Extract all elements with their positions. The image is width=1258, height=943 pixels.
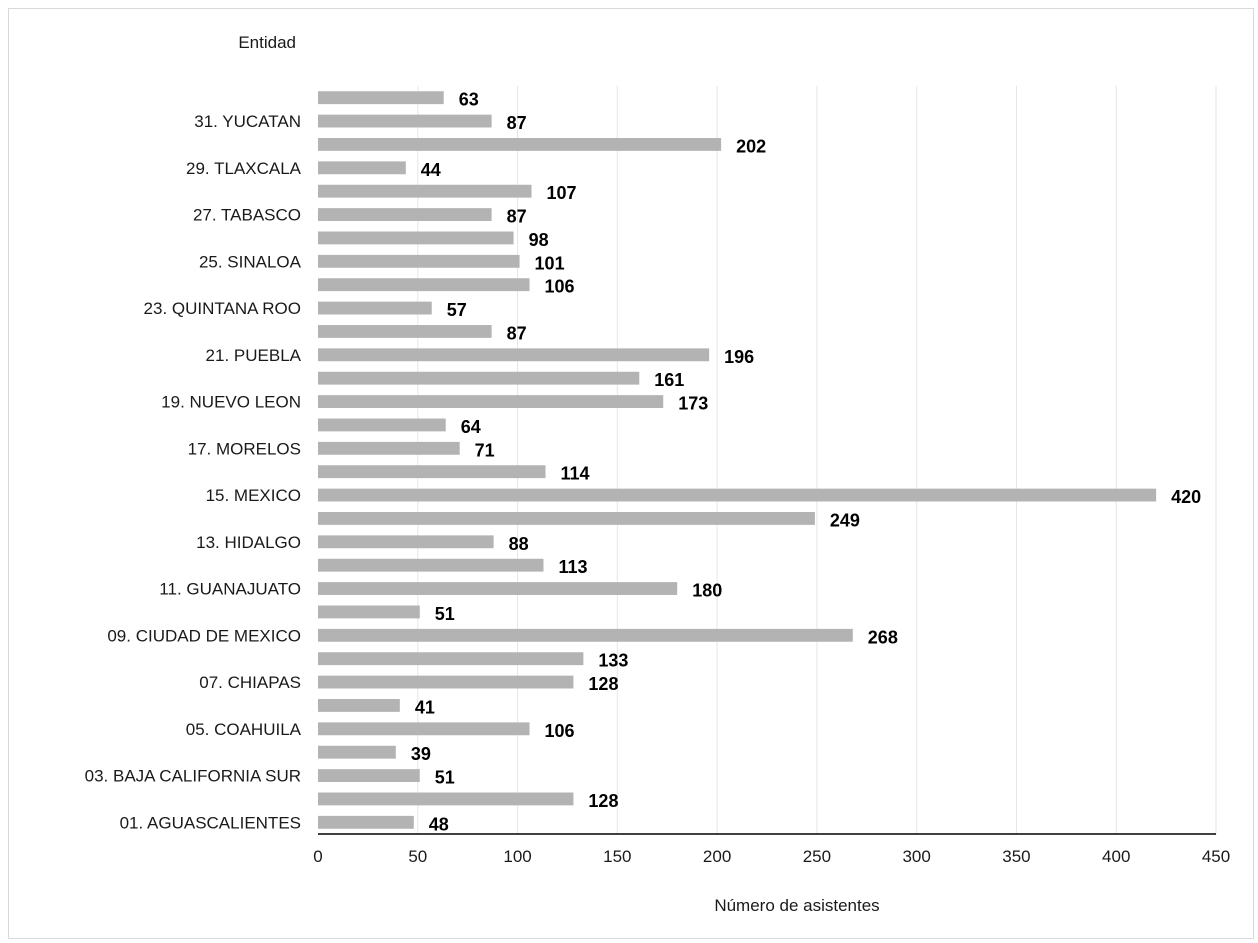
value-labels: 4812851391064112813326851180113882494201… xyxy=(411,90,1201,835)
data-label: 51 xyxy=(435,768,455,788)
data-label: 106 xyxy=(545,277,575,297)
data-label: 180 xyxy=(692,581,722,601)
data-label: 128 xyxy=(588,791,618,811)
data-label: 249 xyxy=(830,510,860,530)
data-label: 48 xyxy=(429,814,449,834)
x-tick-label: 150 xyxy=(603,847,631,866)
bar xyxy=(318,278,530,292)
bar xyxy=(318,418,446,432)
bar xyxy=(318,488,1157,502)
bar xyxy=(318,371,640,385)
bar xyxy=(318,675,574,689)
bar xyxy=(318,208,492,221)
bar xyxy=(318,558,544,572)
bar xyxy=(318,582,678,595)
data-label: 128 xyxy=(588,674,618,694)
bar xyxy=(318,745,396,759)
bar xyxy=(318,512,815,525)
category-label: 13. HIDALGO xyxy=(196,533,301,552)
bar xyxy=(318,325,492,338)
category-label: 15. MEXICO xyxy=(206,486,301,505)
x-tick-label: 350 xyxy=(1002,847,1030,866)
category-label: 29. TLAXCALA xyxy=(186,159,302,178)
x-tick-label: 0 xyxy=(313,847,322,866)
data-label: 88 xyxy=(509,534,529,554)
data-label: 87 xyxy=(507,207,527,227)
data-label: 64 xyxy=(461,417,481,437)
data-label: 41 xyxy=(415,697,435,717)
bar xyxy=(318,231,514,245)
x-tick-label: 250 xyxy=(803,847,831,866)
x-tick-labels: 0 50 100 150 200 250 300 350 400 450 xyxy=(313,847,1230,866)
data-label: 98 xyxy=(529,230,549,250)
data-label: 44 xyxy=(421,160,441,180)
data-label: 133 xyxy=(598,651,628,671)
bar xyxy=(318,114,492,128)
category-label: 01. AGUASCALIENTES xyxy=(120,813,301,832)
category-labels: 01. AGUASCALIENTES 03. BAJA CALIFORNIA SU… xyxy=(85,112,302,832)
category-label: 05. COAHUILA xyxy=(186,720,302,739)
bar xyxy=(318,605,420,619)
bar xyxy=(318,254,520,268)
bar xyxy=(318,348,710,362)
data-label: 106 xyxy=(545,721,575,741)
bar xyxy=(318,301,432,315)
data-label: 101 xyxy=(535,253,565,273)
data-label: 87 xyxy=(507,113,527,133)
data-label: 268 xyxy=(868,627,898,647)
data-label: 420 xyxy=(1171,487,1201,507)
bar xyxy=(318,138,722,151)
data-label: 71 xyxy=(475,440,495,460)
data-label: 51 xyxy=(435,604,455,624)
chart-frame xyxy=(8,8,1254,939)
bar xyxy=(318,91,444,105)
category-label: 03. BAJA CALIFORNIA SUR xyxy=(85,767,301,786)
category-label: 11. GUANAJUATO xyxy=(159,580,301,599)
category-label: 17. MORELOS xyxy=(188,439,301,458)
data-label: 63 xyxy=(459,90,479,110)
bar xyxy=(318,722,530,736)
bar xyxy=(318,395,664,408)
bar xyxy=(318,652,584,666)
bar xyxy=(318,628,853,642)
category-label: 09. CIUDAD DE MEXICO xyxy=(107,626,301,645)
data-label: 196 xyxy=(724,347,754,367)
bar xyxy=(318,161,406,175)
category-label: 25. SINALOA xyxy=(199,252,302,271)
category-label: 23. QUINTANA ROO xyxy=(144,299,301,318)
x-tick-label: 400 xyxy=(1102,847,1130,866)
data-label: 114 xyxy=(560,464,589,484)
data-label: 39 xyxy=(411,744,431,764)
bar xyxy=(318,441,460,455)
bars xyxy=(318,91,1157,829)
bar xyxy=(318,465,546,479)
data-label: 161 xyxy=(654,370,684,390)
bar xyxy=(318,815,414,829)
bar xyxy=(318,184,532,198)
bar xyxy=(318,769,420,782)
x-tick-label: 450 xyxy=(1202,847,1230,866)
data-label: 113 xyxy=(558,557,587,577)
data-label: 107 xyxy=(547,183,577,203)
category-label: 27. TABASCO xyxy=(193,206,301,225)
x-tick-label: 50 xyxy=(408,847,427,866)
category-label: 31. YUCATAN xyxy=(194,112,301,131)
x-tick-label: 200 xyxy=(703,847,731,866)
category-label: 07. CHIAPAS xyxy=(199,673,301,692)
data-label: 87 xyxy=(507,323,527,343)
data-label: 57 xyxy=(447,300,467,320)
grid-lines xyxy=(417,86,1217,834)
bar xyxy=(318,792,574,806)
data-label: 202 xyxy=(736,136,766,156)
x-axis-title: Número de asistentes xyxy=(714,896,879,915)
category-label: 19. NUEVO LEON xyxy=(161,393,301,412)
x-tick-label: 100 xyxy=(503,847,531,866)
x-tick-label: 300 xyxy=(902,847,930,866)
data-label: 173 xyxy=(678,394,708,414)
bar xyxy=(318,699,400,712)
y-axis-title: Entidad xyxy=(238,33,296,52)
category-label: 21. PUEBLA xyxy=(206,346,302,365)
bar xyxy=(318,535,494,549)
